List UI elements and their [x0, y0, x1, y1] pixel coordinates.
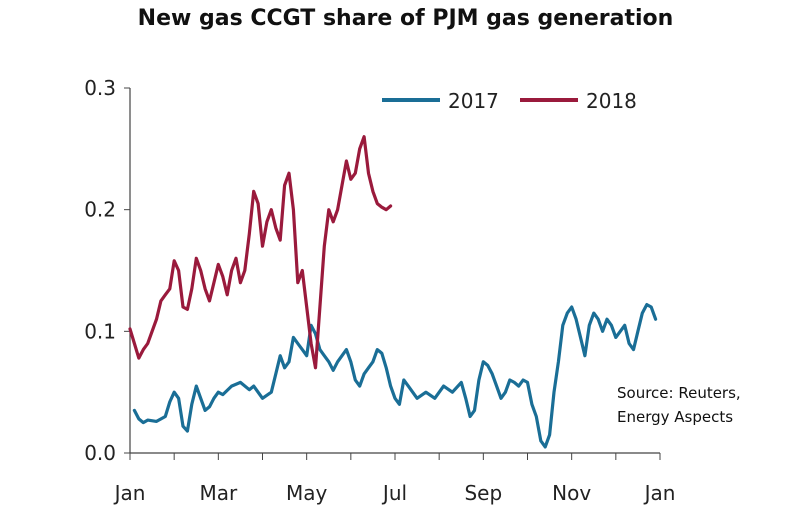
x-tick-label: May: [286, 481, 328, 505]
y-tick-label: 0.2: [84, 198, 116, 222]
x-tick-label: Jan: [643, 481, 676, 505]
x-axis-ticks: Jan Mar May Jul Sep Nov Jan: [113, 481, 676, 505]
x-tick-label: Jul: [381, 481, 407, 505]
source-annotation-line-2: Energy Aspects: [617, 408, 734, 426]
chart-axes: [129, 88, 661, 460]
source-annotation-line-1: Source: Reuters,: [617, 384, 741, 402]
series-line-2017: [132, 303, 658, 449]
x-tick-label: Nov: [552, 481, 591, 505]
legend-label-2018: 2018: [586, 89, 637, 113]
series-line-2018: [128, 135, 393, 370]
x-tick-label: Mar: [199, 481, 238, 505]
y-tick-label: 0.0: [84, 441, 116, 465]
chart-title: New gas CCGT share of PJM gas generation: [137, 6, 674, 31]
chart-series: [128, 135, 658, 449]
chart-legend: 2017 2018: [382, 89, 637, 113]
y-tick-label: 0.1: [84, 319, 116, 343]
y-axis-ticks: 0.0 0.1 0.2 0.3: [84, 76, 130, 465]
x-tick-label: Sep: [464, 481, 502, 505]
y-tick-label: 0.3: [84, 76, 116, 100]
legend-label-2017: 2017: [448, 89, 499, 113]
x-tick-label: Jan: [113, 481, 146, 505]
